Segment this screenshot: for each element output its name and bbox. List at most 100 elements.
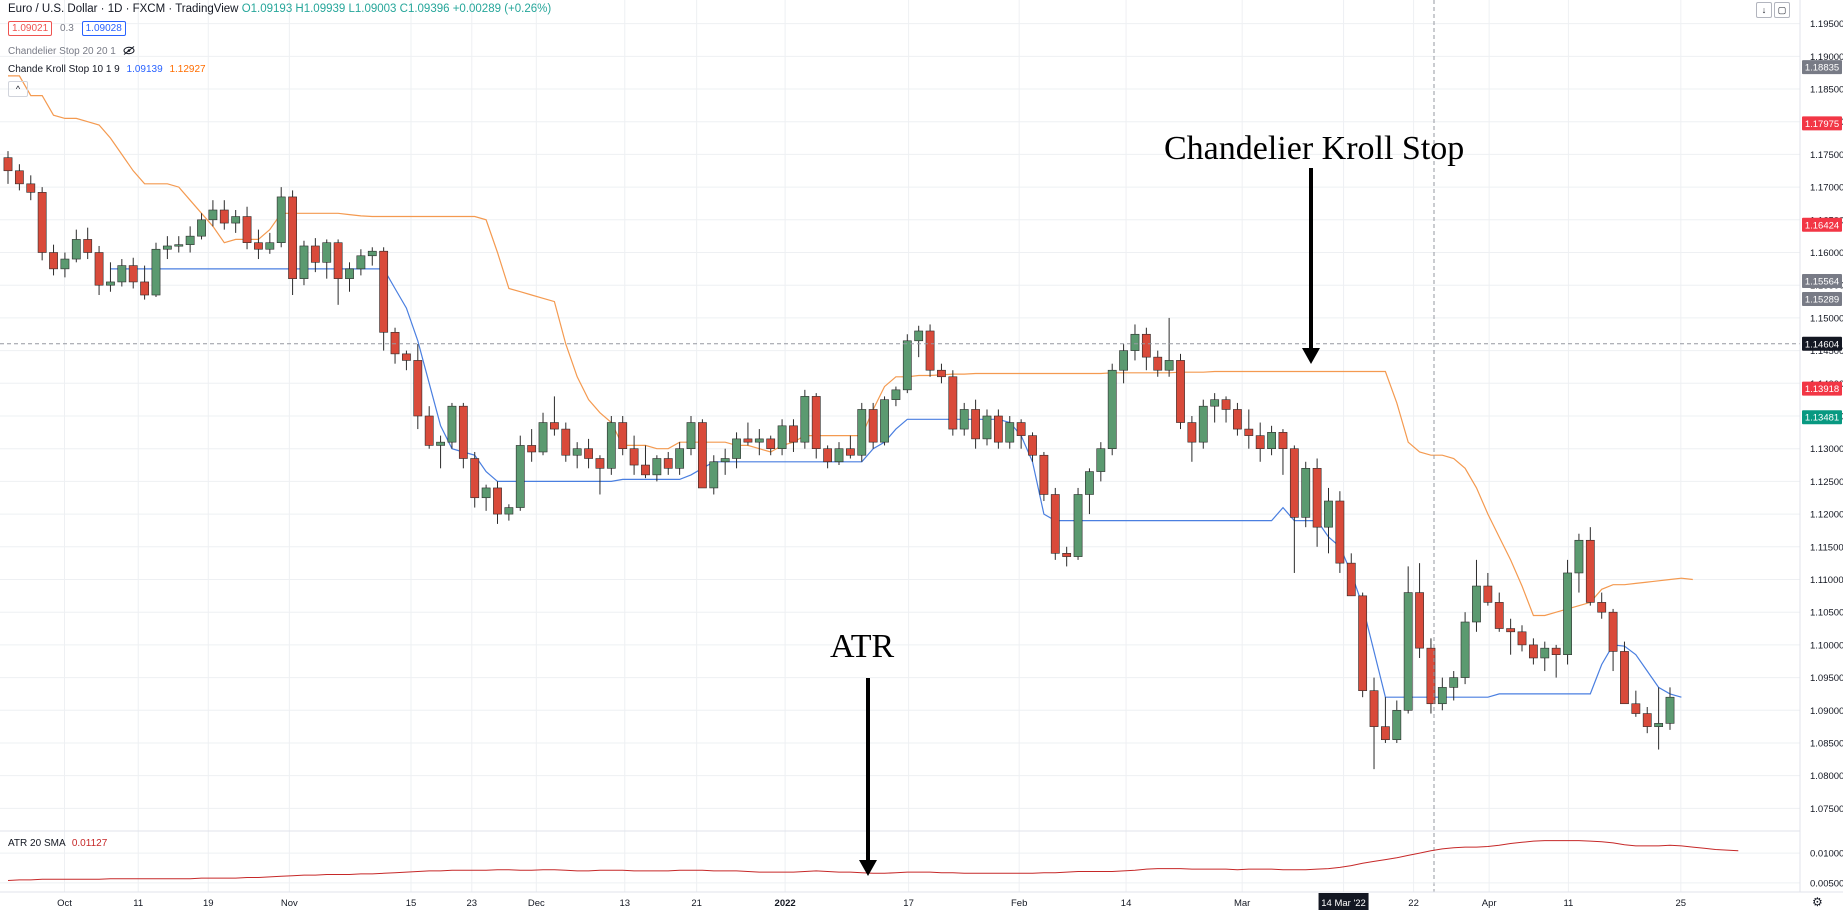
price-tick-label: 1.14500 bbox=[1810, 346, 1843, 357]
chevron-up-icon: ^ bbox=[15, 84, 21, 94]
candle-body bbox=[1483, 585, 1493, 603]
candle-body bbox=[60, 258, 70, 270]
price-label: 1.15289 bbox=[1805, 295, 1839, 306]
annotation-chande-kroll: Chandelier Kroll Stop bbox=[1164, 130, 1465, 167]
arrow-ck-head bbox=[1302, 348, 1320, 364]
arrow-down-icon: ↓ bbox=[1761, 5, 1767, 15]
stop-lines bbox=[8, 75, 1693, 698]
candle-body bbox=[1324, 500, 1333, 528]
candle-body bbox=[1358, 595, 1368, 691]
candle-body bbox=[743, 438, 753, 443]
candle-body bbox=[754, 438, 764, 443]
bid-button[interactable]: 1.09021 bbox=[8, 21, 53, 36]
candle-body bbox=[538, 422, 548, 453]
candle-body bbox=[322, 242, 332, 263]
symbol-header: Euro / U.S. Dollar · 1D · FXCM · Trading… bbox=[8, 3, 551, 15]
price-tick-label: 1.19500 bbox=[1810, 19, 1843, 30]
time-tick-label: Feb bbox=[1011, 898, 1027, 909]
candle-body bbox=[1437, 687, 1447, 705]
candle-body bbox=[1210, 399, 1220, 407]
candle-body bbox=[106, 281, 115, 286]
candle-body bbox=[1233, 409, 1242, 430]
price-tick-label: 1.17000 bbox=[1810, 183, 1843, 194]
candle-body bbox=[1642, 713, 1652, 727]
candle-body bbox=[584, 448, 593, 459]
price-label-box bbox=[1802, 116, 1842, 131]
candle-body bbox=[231, 216, 241, 224]
indicator-atr-value: 0.01127 bbox=[71, 838, 108, 849]
candle-body bbox=[1631, 703, 1641, 714]
candle-body bbox=[868, 409, 878, 443]
price-tick-label: 1.07500 bbox=[1810, 804, 1843, 815]
price-tick-label: 1.09000 bbox=[1810, 706, 1843, 717]
price-label-box bbox=[1802, 381, 1842, 396]
candle-body bbox=[937, 369, 946, 378]
candle-body bbox=[606, 422, 616, 469]
price-tick-label: 1.10000 bbox=[1810, 640, 1843, 651]
stop-long-line bbox=[110, 268, 1682, 698]
candle-body bbox=[242, 216, 252, 243]
candle-body bbox=[982, 415, 992, 440]
indicator-ck-label: Chande Kroll Stop 10 1 9 bbox=[8, 64, 120, 75]
candle-body bbox=[470, 458, 480, 499]
price-tick-label: 1.18500 bbox=[1810, 85, 1843, 96]
candle-body bbox=[902, 340, 912, 391]
candle-body bbox=[834, 448, 844, 463]
candle-body bbox=[629, 448, 639, 466]
candle-body bbox=[140, 281, 150, 296]
price-tick-label: 1.19000 bbox=[1810, 52, 1843, 63]
eye-hidden-icon[interactable] bbox=[123, 46, 135, 55]
annotation-atr: ATR bbox=[830, 628, 895, 665]
candle-body bbox=[117, 265, 127, 283]
candle-body bbox=[310, 245, 320, 263]
candle-body bbox=[720, 458, 730, 463]
settings-gear-icon[interactable]: ⚙ bbox=[1812, 895, 1823, 909]
candle-body bbox=[1278, 432, 1288, 449]
price-axis[interactable]: 1.195001.190001.185001.180001.175001.170… bbox=[1802, 19, 1843, 815]
candle-body bbox=[948, 376, 958, 430]
atr-line bbox=[7, 840, 1739, 881]
symbol-title[interactable]: Euro / U.S. Dollar · 1D · FXCM · Trading… bbox=[8, 3, 239, 15]
time-tick-label: Oct bbox=[57, 898, 72, 909]
candle-body bbox=[1460, 621, 1470, 678]
price-label: 1.13918 bbox=[1805, 384, 1839, 395]
maximize-button[interactable]: ▢ bbox=[1774, 2, 1790, 18]
candle-body bbox=[83, 239, 93, 253]
scroll-down-button[interactable]: ↓ bbox=[1756, 2, 1772, 18]
candle-body bbox=[1164, 360, 1174, 371]
candle-body bbox=[1506, 628, 1516, 633]
ask-button[interactable]: 1.09028 bbox=[81, 21, 126, 36]
candle-body bbox=[1403, 592, 1413, 711]
candle-body bbox=[504, 507, 514, 515]
candle-body bbox=[26, 183, 36, 193]
maximize-icon: ▢ bbox=[1777, 5, 1787, 15]
candle-body bbox=[1563, 572, 1572, 655]
candle-body bbox=[1176, 360, 1185, 423]
candle-body bbox=[1301, 468, 1311, 518]
candle-body bbox=[1289, 448, 1299, 518]
candle-body bbox=[1096, 448, 1106, 472]
price-label-box bbox=[1802, 336, 1842, 351]
candle-body bbox=[857, 409, 867, 456]
candle-body bbox=[618, 422, 628, 449]
candle-body bbox=[94, 252, 104, 286]
candle-body bbox=[1449, 677, 1459, 688]
candle-body bbox=[367, 250, 377, 257]
indicator-atr[interactable]: ATR 20 SMA 0.01127 bbox=[8, 838, 107, 849]
candle-body bbox=[880, 399, 889, 443]
candle-body bbox=[686, 422, 696, 449]
arrow-atr-head bbox=[859, 860, 877, 876]
candle-body bbox=[265, 242, 275, 250]
candle-body bbox=[299, 245, 309, 279]
indicator-ck-value-short: 1.12927 bbox=[169, 64, 206, 75]
indicator-chande-kroll[interactable]: Chande Kroll Stop 10 1 9 1.09139 1.12927 bbox=[8, 64, 206, 75]
candle-body bbox=[1016, 422, 1026, 436]
collapse-legend-button[interactable]: ^ bbox=[8, 81, 28, 97]
indicator-chandelier[interactable]: Chandelier Stop 20 20 1 bbox=[8, 46, 135, 57]
candle-body bbox=[1141, 333, 1151, 358]
candle-body bbox=[219, 209, 229, 224]
candle-body bbox=[1665, 696, 1675, 724]
candle-body bbox=[709, 461, 719, 489]
time-axis[interactable]: Oct 11 19 Nov 15 23 Dec 13 21 2022 17 Feb 14 Mar 14 Ma… bbox=[57, 893, 1686, 910]
